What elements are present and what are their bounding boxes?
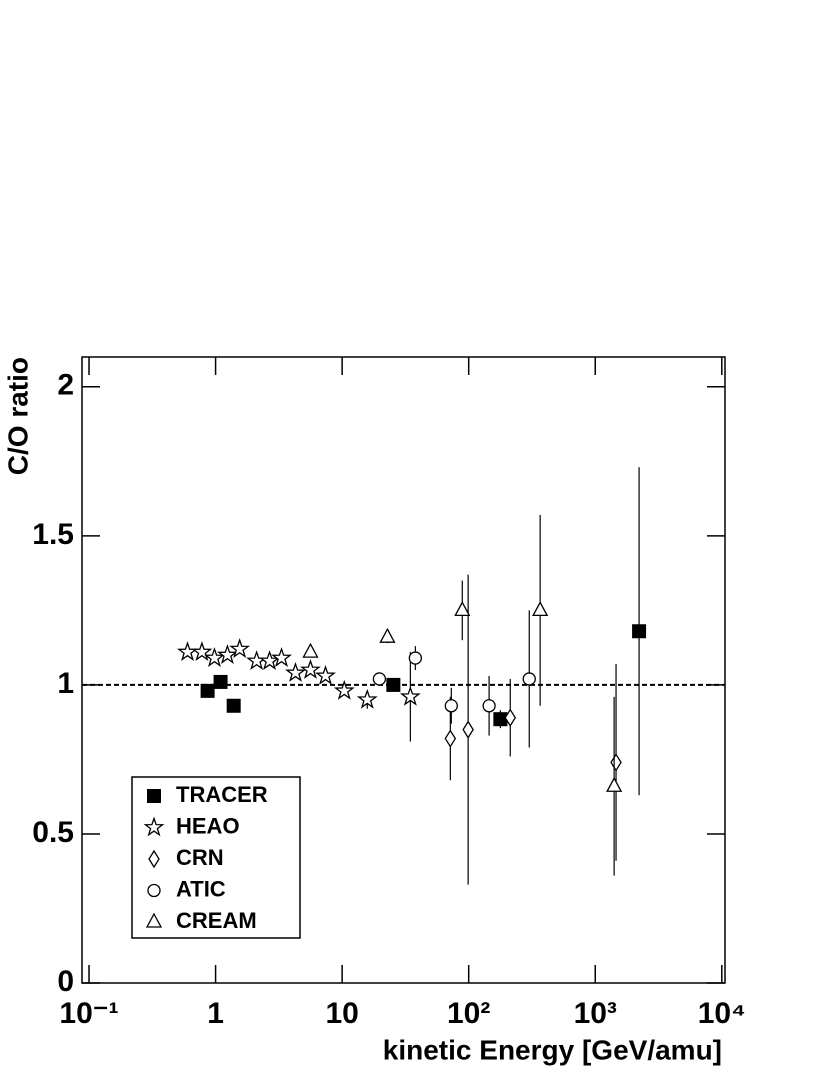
marker-star <box>315 664 336 685</box>
marker-square <box>226 698 241 713</box>
marker-star <box>143 816 165 837</box>
x-axis-title: kinetic Energy [GeV/amu] <box>383 1034 722 1065</box>
y-tick-label: 0.5 <box>32 816 74 849</box>
marker-square <box>386 677 401 692</box>
marker-circle <box>408 651 423 665</box>
y-axis-title: C/O ratio <box>2 357 33 475</box>
marker-square <box>213 674 228 689</box>
legend-box <box>131 776 301 939</box>
marker-square <box>147 789 161 803</box>
y-tick-label: 1.5 <box>32 518 74 551</box>
marker-triangle <box>379 627 396 643</box>
marker-star <box>285 662 306 682</box>
marker-triangle <box>145 912 163 928</box>
x-tick-label: 10 <box>325 997 358 1030</box>
marker-diamond <box>444 729 457 748</box>
x-tick-label: 10² <box>447 997 490 1030</box>
marker-star <box>204 647 225 667</box>
marker-star <box>356 688 378 709</box>
marker-star <box>191 641 213 661</box>
marker-square <box>493 712 508 727</box>
marker-triangle <box>454 601 471 617</box>
legend-label: CRN <box>176 845 224 870</box>
marker-square <box>632 624 647 639</box>
y-tick-label: 1 <box>57 667 74 700</box>
marker-star <box>177 641 198 661</box>
marker-triangle <box>302 642 319 658</box>
marker-circle <box>522 672 536 686</box>
marker-circle <box>372 672 387 686</box>
marker-star <box>229 638 251 659</box>
marker-star <box>271 647 292 667</box>
legend-label: CREAM <box>176 908 257 933</box>
marker-circle <box>482 699 496 713</box>
marker-diamond <box>610 753 622 772</box>
marker-star <box>333 679 355 700</box>
x-tick-label: 10³ <box>574 997 617 1030</box>
marker-square <box>200 683 215 698</box>
x-tick-label: 1 <box>207 997 224 1030</box>
marker-diamond <box>504 708 517 727</box>
y-tick-label: 2 <box>57 369 74 402</box>
marker-triangle <box>606 776 623 792</box>
marker-star <box>216 644 238 664</box>
marker-circle <box>147 883 161 898</box>
legend-label: HEAO <box>176 813 240 838</box>
x-tick-label: 10⁴ <box>698 997 746 1030</box>
marker-circle <box>444 699 458 713</box>
x-tick-label: 10⁻¹ <box>59 997 118 1030</box>
marker-diamond <box>462 720 474 739</box>
legend-label: ATIC <box>176 876 226 901</box>
marker-star <box>300 659 321 679</box>
marker-star <box>399 685 421 706</box>
marker-diamond <box>148 849 160 869</box>
plot-frame <box>81 356 726 984</box>
legend-label: TRACER <box>176 782 268 807</box>
y-tick-label: 0 <box>57 965 74 998</box>
marker-triangle <box>532 601 549 617</box>
